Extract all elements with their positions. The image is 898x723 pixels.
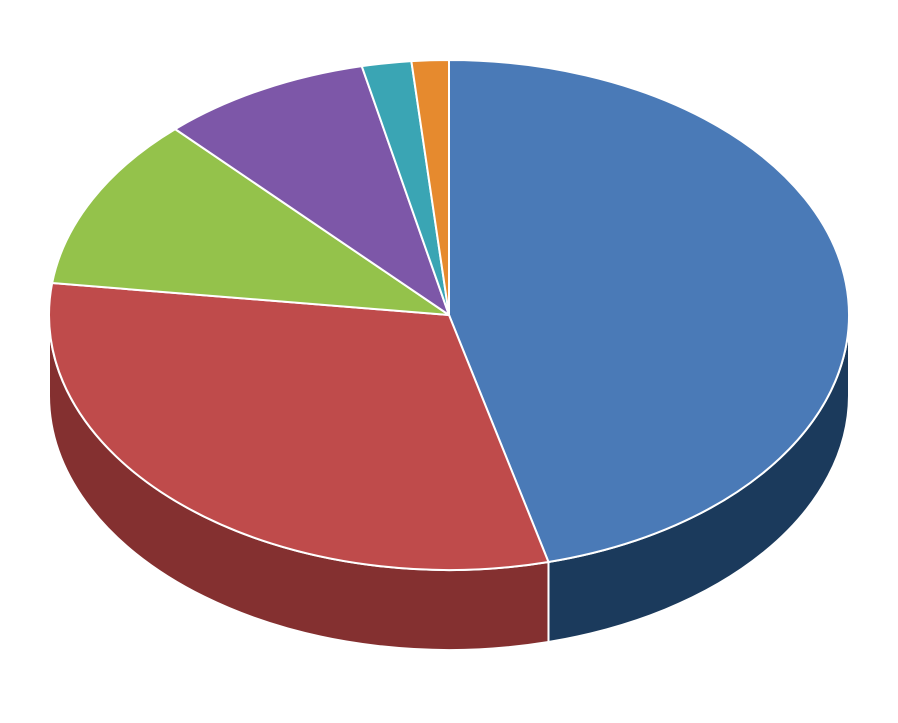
pie-chart-svg [0,0,898,723]
pie-chart-3d [0,0,898,723]
